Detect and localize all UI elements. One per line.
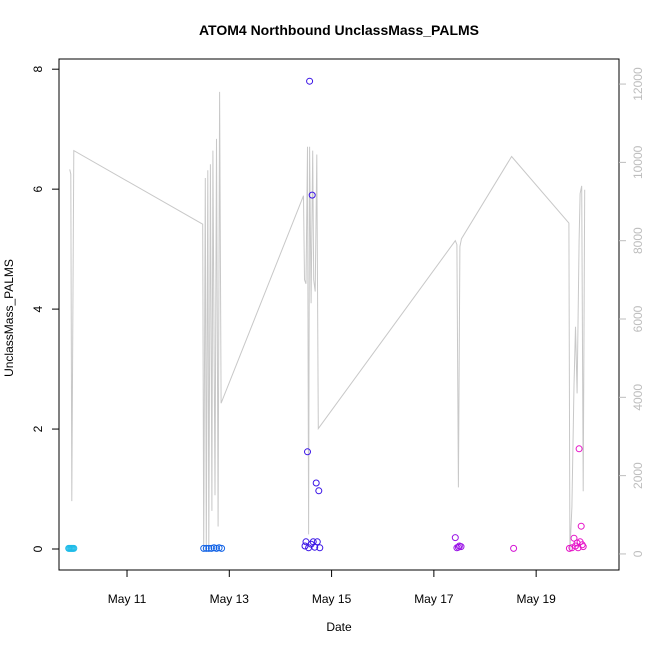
data-point-9 bbox=[207, 544, 215, 552]
y2-tick-label-0: 0 bbox=[631, 550, 645, 557]
scatter-points bbox=[65, 77, 587, 552]
y-axis-right: 0 2000 4000 6000 8000 10000 12000 bbox=[619, 67, 645, 557]
data-point-16 bbox=[304, 448, 311, 456]
y2-tick-label-2: 4000 bbox=[631, 384, 645, 411]
data-point-29 bbox=[454, 543, 462, 551]
y-axis-left: 0 2 4 6 8 bbox=[31, 66, 59, 552]
y-tick-label-4: 8 bbox=[31, 66, 45, 73]
x-axis-label: Date bbox=[326, 620, 352, 634]
y2-tick-label-3: 6000 bbox=[631, 305, 645, 332]
data-point-20 bbox=[308, 191, 316, 199]
data-point-18 bbox=[306, 77, 314, 85]
y2-line bbox=[69, 91, 586, 552]
y2-line-series bbox=[69, 91, 586, 552]
data-point-24 bbox=[313, 538, 321, 546]
data-point-39 bbox=[575, 445, 583, 453]
plot-frame bbox=[58, 58, 620, 571]
data-point-31 bbox=[457, 543, 465, 551]
x-tick-label-0: May 11 bbox=[108, 592, 147, 606]
y-tick-label-1: 2 bbox=[31, 425, 45, 432]
data-point-23 bbox=[312, 479, 320, 487]
y2-tick-label-5: 10000 bbox=[631, 145, 645, 179]
data-point-5 bbox=[70, 544, 78, 552]
data-point-35 bbox=[570, 534, 578, 542]
y2-tick-label-4: 8000 bbox=[631, 227, 645, 254]
y-tick-label-3: 6 bbox=[31, 185, 45, 192]
y-axis-label: UnclassMass_PALMS bbox=[2, 259, 16, 377]
x-tick-label-3: May 17 bbox=[414, 592, 454, 606]
chart-title: ATOM4 Northbound UnclassMass_PALMS bbox=[199, 22, 479, 38]
x-tick-label-4: May 19 bbox=[516, 592, 556, 606]
y2-tick-label-1: 2000 bbox=[631, 462, 645, 489]
data-point-25 bbox=[315, 487, 323, 495]
data-point-8 bbox=[205, 544, 213, 552]
x-tick-label-1: May 13 bbox=[210, 592, 250, 606]
y-tick-label-0: 0 bbox=[31, 545, 45, 552]
y-tick-label-2: 4 bbox=[31, 305, 45, 312]
data-point-11 bbox=[213, 544, 220, 552]
data-point-32 bbox=[510, 544, 518, 552]
x-tick-label-2: May 15 bbox=[312, 592, 352, 606]
data-point-7 bbox=[202, 544, 210, 552]
y2-tick-label-6: 12000 bbox=[631, 67, 645, 101]
x-axis: May 11 May 13 May 15 May 17 May 19 bbox=[108, 570, 556, 606]
data-point-22 bbox=[311, 543, 319, 551]
data-point-14 bbox=[301, 542, 309, 550]
data-point-13 bbox=[218, 544, 226, 552]
data-point-6 bbox=[200, 544, 208, 552]
data-point-41 bbox=[577, 522, 585, 530]
data-point-43 bbox=[579, 543, 587, 551]
data-point-26 bbox=[316, 544, 324, 552]
data-point-27 bbox=[451, 534, 459, 542]
